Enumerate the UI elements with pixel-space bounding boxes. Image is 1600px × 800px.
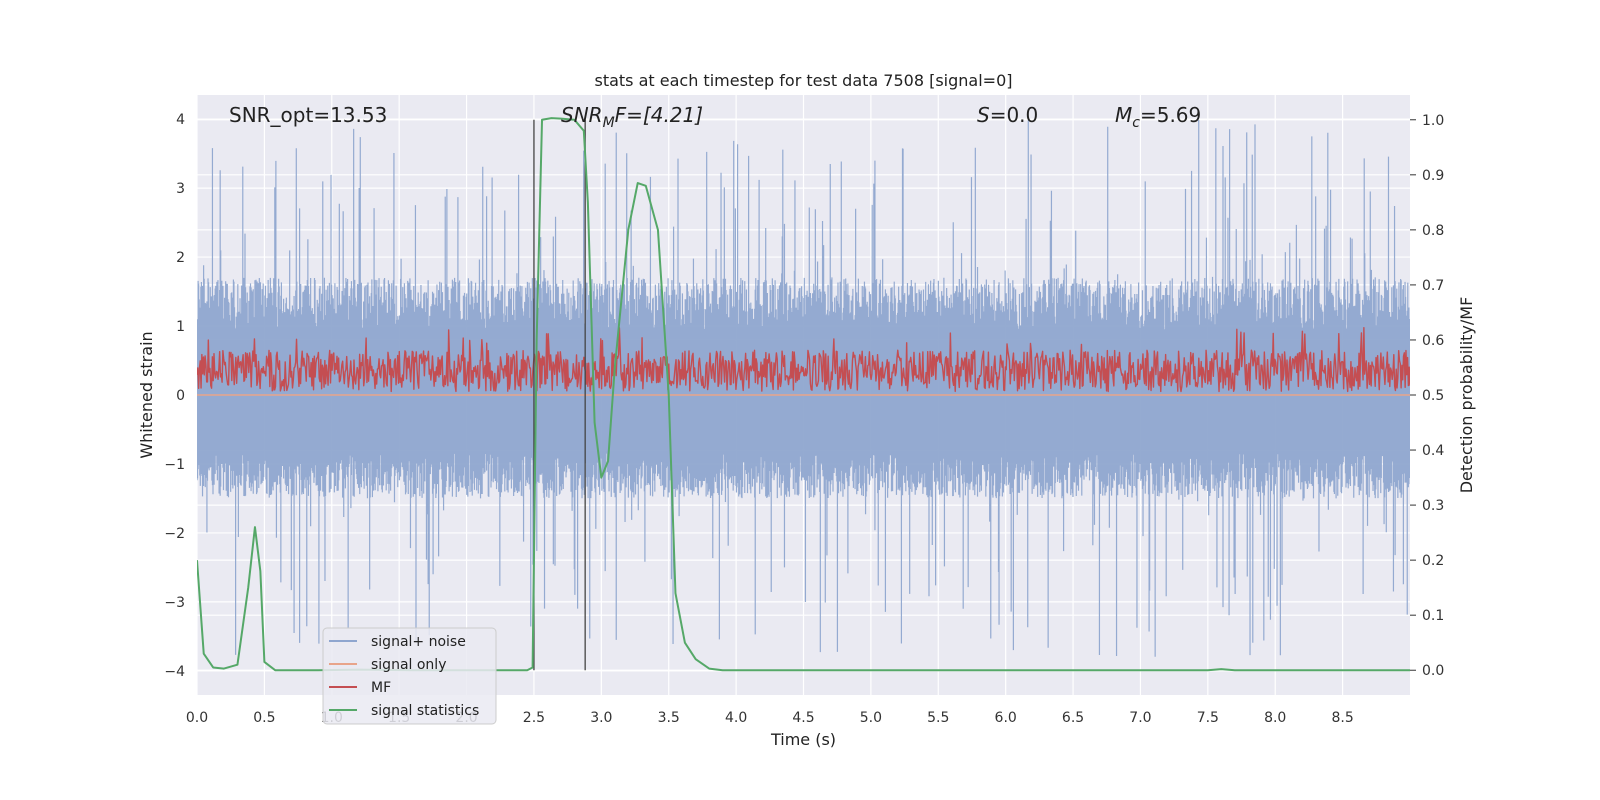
x-tick-label: 8.5 [1331,710,1353,726]
y2-tick-label: 0.5 [1422,388,1444,404]
x-tick-label: 7.5 [1197,710,1219,726]
annotation-mc: Mc=5.69 [1115,103,1201,131]
y-tick-label: 3 [176,181,185,197]
annotation-snr-opt: SNR_opt=13.53 [229,103,387,127]
y2-tick-label: 0.6 [1422,333,1444,349]
y2-tick-label: 0.2 [1422,553,1444,569]
x-tick-label: 4.5 [792,710,814,726]
x-tick-label: 3.0 [590,710,612,726]
y-tick-label: 4 [176,112,185,128]
x-tick-label: 3.5 [658,710,680,726]
y-tick-label: 2 [176,250,185,266]
y2-tick-label: 0.9 [1422,168,1444,184]
x-tick-label: 6.0 [995,710,1017,726]
y2-axis-label: Detection probability/MF [1457,297,1476,494]
y2-tick-label: 1.0 [1422,113,1444,129]
y-axis-label: Whitened strain [137,331,156,458]
legend-box [322,627,497,725]
x-tick-label: 5.0 [860,710,882,726]
legend-label: signal+ noise [371,634,466,650]
x-axis-label: Time (s) [770,730,836,749]
series-mf-line [197,327,1410,393]
y2-tick-label: 0.7 [1422,278,1444,294]
legend-label: MF [371,680,391,696]
y-tick-label: 0 [176,388,185,404]
y2-tick-label: 0.0 [1422,663,1444,679]
legend: signal+ noise signal only MF signal statist… [322,627,497,725]
x-tick-label: 2.5 [523,710,545,726]
x-tick-label: 4.0 [725,710,747,726]
legend-label: signal only [371,657,446,673]
series-layer [197,117,1410,672]
x-tick-label: 7.0 [1129,710,1151,726]
x-tick-label: 5.5 [927,710,949,726]
x-tick-label: 0.0 [186,710,208,726]
y2-tick-label: 0.8 [1422,223,1444,239]
x-tick-label: 0.5 [253,710,275,726]
annotation-s: S=0.0 [977,103,1038,127]
y-axis-ticks: 4 3 2 1 0 −1 −2 −3 −4 [164,112,185,680]
y-tick-label: −2 [164,526,185,542]
legend-label: signal statistics [371,703,479,719]
y2-axis-ticks: 1.0 0.9 0.8 0.7 0.6 0.5 0.4 0.3 0.2 0.1 0.0 [1410,113,1444,679]
chart-title: stats at each timestep for test data 750… [594,71,1012,90]
y2-tick-label: 0.4 [1422,443,1444,459]
y-tick-label: 1 [176,319,185,335]
y-tick-label: −4 [164,664,185,680]
x-tick-label: 6.5 [1062,710,1084,726]
series-signal-statistics-line [197,117,1410,672]
y-tick-label: −1 [164,457,185,473]
y-tick-label: −3 [164,595,185,611]
y2-tick-label: 0.3 [1422,498,1444,514]
x-tick-label: 8.0 [1264,710,1286,726]
y2-tick-label: 0.1 [1422,608,1444,624]
annotation-snr-mf: SNRMF=[4.21] [561,103,703,131]
